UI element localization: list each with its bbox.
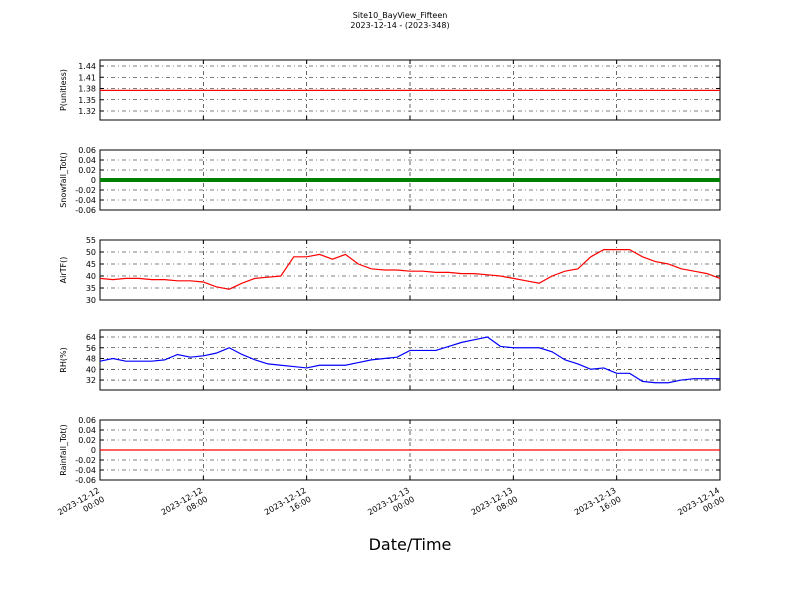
- y-tick-label: 0.04: [78, 426, 96, 435]
- y-axis-label: P(unitless): [59, 69, 68, 111]
- x-tick-label: 2023-12-1208:00: [160, 486, 210, 526]
- y-tick-label: 0.02: [78, 166, 96, 175]
- y-tick-label: 0: [91, 176, 96, 185]
- y-tick-label: 1.41: [78, 73, 96, 82]
- data-line: [99, 249, 721, 290]
- y-tick-label: 32: [86, 376, 96, 385]
- y-tick-label: 1.44: [78, 62, 96, 71]
- y-tick-label: 0.04: [78, 156, 96, 165]
- y-tick-label: 0: [91, 446, 96, 455]
- y-tick-label: -0.02: [75, 186, 96, 195]
- x-tick-label: 2023-12-1400:00: [676, 486, 726, 526]
- x-tick-label: 2023-12-1316:00: [573, 486, 623, 526]
- y-tick-label: -0.06: [75, 206, 96, 215]
- y-axis-label: Rainfall_Tot(): [59, 424, 68, 476]
- data-line: [99, 336, 720, 384]
- x-tick-label: 2023-12-1300:00: [366, 486, 416, 526]
- y-tick-label: -0.02: [75, 456, 96, 465]
- x-tick-label: 2023-12-1308:00: [470, 486, 520, 526]
- chart-subtitle: 2023-12-14 - (2023-348): [350, 21, 449, 30]
- y-tick-label: 0.06: [78, 146, 96, 155]
- x-tick-label: 2023-12-1216:00: [263, 486, 313, 526]
- y-tick-label: 1.32: [78, 107, 96, 116]
- y-tick-label: 40: [86, 365, 96, 374]
- y-tick-label: -0.06: [75, 476, 96, 485]
- y-tick-label: 0.06: [78, 416, 96, 425]
- y-tick-label: 64: [86, 333, 96, 342]
- y-tick-label: 50: [86, 248, 96, 257]
- y-tick-label: 1.35: [78, 96, 96, 105]
- y-tick-label: 56: [86, 344, 96, 353]
- y-tick-label: 35: [86, 284, 96, 293]
- y-tick-label: -0.04: [75, 196, 96, 205]
- y-tick-label: 45: [86, 260, 96, 269]
- y-tick-label: 1.38: [78, 85, 96, 94]
- y-axis-label: RH(%): [59, 347, 68, 372]
- x-axis-label: Date/Time: [369, 535, 452, 554]
- y-axis-label: AirTF(): [59, 257, 68, 284]
- y-axis-label: Snowfall_Tot(): [59, 152, 68, 208]
- y-tick-label: -0.04: [75, 466, 96, 475]
- chart-title: Site10_BayView_Fifteen: [353, 11, 448, 20]
- y-tick-label: 40: [86, 272, 96, 281]
- y-tick-label: 30: [86, 296, 96, 305]
- y-tick-label: 48: [86, 355, 96, 364]
- x-tick-label: 2023-12-1200:00: [56, 486, 106, 526]
- y-tick-label: 0.02: [78, 436, 96, 445]
- y-tick-label: 55: [86, 236, 96, 245]
